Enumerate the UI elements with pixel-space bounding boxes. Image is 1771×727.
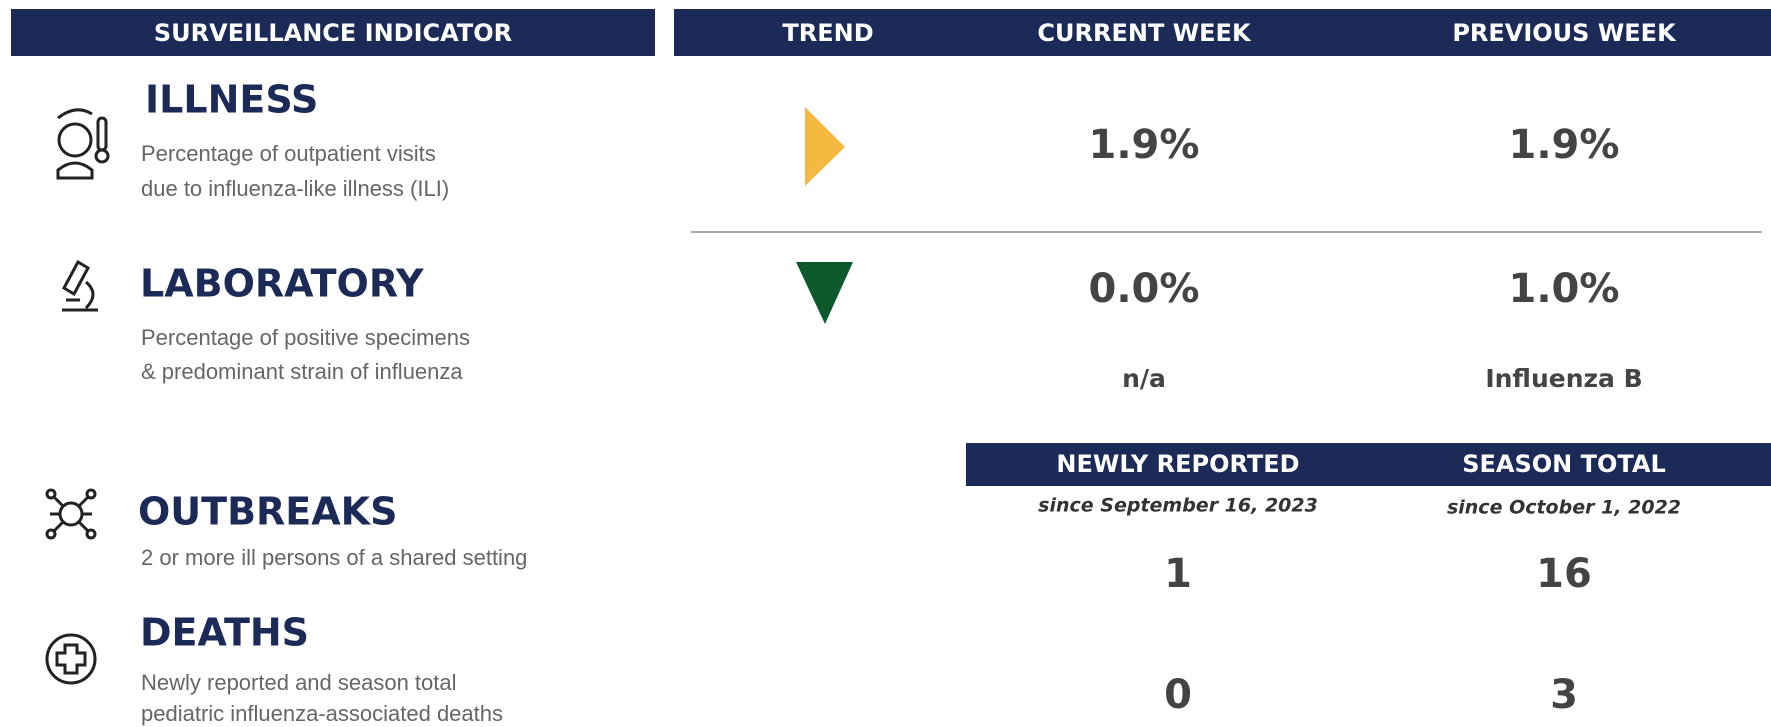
description: Percentage of positive specimens [141, 325, 470, 350]
description: pediatric influenza-associated deaths [141, 701, 503, 726]
title: OUTBREAKS [138, 490, 398, 534]
description: Newly reported and season total [141, 670, 457, 695]
laboratory-icon [62, 259, 98, 312]
value: 16 [1536, 551, 1592, 597]
value: 1.9% [1089, 122, 1200, 168]
value: 0.0% [1089, 266, 1200, 312]
title: ILLNESS [145, 78, 318, 122]
trend-flat [805, 107, 845, 186]
header: NEWLY REPORTED [1056, 450, 1299, 478]
value: 1.9% [1509, 122, 1620, 168]
deaths-icon [45, 633, 97, 685]
title: DEATHS [140, 611, 309, 655]
header: CURRENT WEEK [1037, 19, 1252, 47]
header-bar [966, 443, 1771, 486]
value: 0 [1164, 672, 1192, 718]
header: TREND [782, 19, 873, 47]
header: PREVIOUS WEEK [1452, 19, 1677, 47]
illness-icon [56, 108, 110, 180]
header-bar [674, 9, 1771, 56]
strain: n/a [1122, 364, 1166, 393]
title: LABORATORY [140, 262, 424, 306]
description: & predominant strain of influenza [141, 359, 463, 384]
value: 1 [1164, 551, 1192, 597]
description: 2 or more ill persons of a shared settin… [141, 545, 527, 570]
since: since October 1, 2022 [1447, 497, 1681, 519]
trend-down [796, 262, 853, 324]
strain: Influenza B [1485, 364, 1642, 393]
header: SEASON TOTAL [1462, 450, 1666, 478]
outbreaks-icon [45, 488, 97, 540]
header: SURVEILLANCE INDICATOR [154, 19, 512, 47]
value: 3 [1550, 672, 1578, 718]
header-bar [11, 9, 655, 56]
value: 1.0% [1509, 266, 1620, 312]
description: Percentage of outpatient visits [141, 141, 436, 166]
since: since September 16, 2023 [1038, 495, 1318, 517]
description: due to influenza-like illness (ILI) [141, 176, 449, 201]
